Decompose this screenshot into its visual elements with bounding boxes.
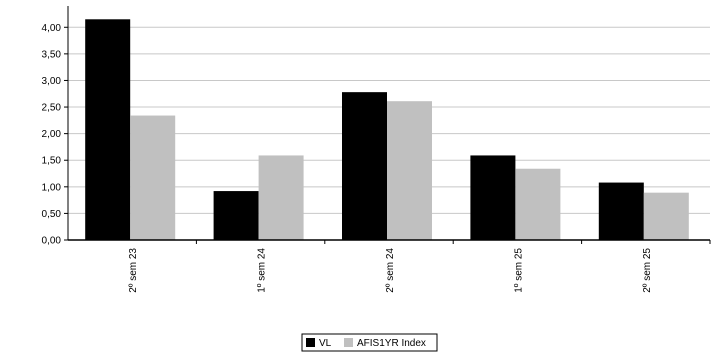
y-tick-label: 4,00 bbox=[42, 23, 62, 34]
bar-afis1yr-index bbox=[643, 192, 689, 240]
bar-vl bbox=[213, 191, 259, 240]
x-tick-label: 2º sem 23 bbox=[128, 248, 139, 293]
legend-label-vl: VL bbox=[319, 338, 332, 349]
y-tick-label: 3,00 bbox=[42, 76, 62, 87]
bars bbox=[85, 19, 689, 241]
bar-afis1yr-index bbox=[130, 115, 176, 240]
legend-swatch-vl bbox=[306, 338, 315, 347]
bar-vl bbox=[85, 19, 131, 240]
x-tick-label: 2º sem 25 bbox=[642, 248, 653, 293]
legend-swatch-afis1yr-index bbox=[344, 338, 353, 347]
bar-afis1yr-index bbox=[515, 168, 561, 240]
y-tick-label: 1,00 bbox=[42, 182, 62, 193]
bar-afis1yr-index bbox=[387, 101, 432, 240]
bar-vl bbox=[598, 182, 644, 240]
bar-afis1yr-index bbox=[258, 155, 304, 240]
y-tick-label: 3,50 bbox=[42, 49, 62, 60]
x-tick-label: 1º sem 24 bbox=[257, 248, 268, 293]
x-tick-label: 1º sem 25 bbox=[513, 248, 524, 293]
bar-vl bbox=[342, 92, 387, 241]
y-tick-label: 2,50 bbox=[42, 103, 62, 114]
y-axis-ticks: 0,00 0,50 1,00 1,50 2,00 2,50 3,00 3,50 4,00 bbox=[42, 23, 68, 247]
legend-frame bbox=[301, 333, 438, 352]
legend-label-afis1yr-index: AFIS1YR Index bbox=[357, 338, 426, 349]
legend: VL AFIS1YR Index bbox=[301, 333, 438, 352]
y-tick-label: 0,50 bbox=[42, 209, 62, 220]
bar-vl bbox=[470, 155, 516, 240]
y-tick-label: 1,50 bbox=[42, 156, 62, 167]
x-tick-label: 2º sem 24 bbox=[385, 248, 396, 293]
y-tick-label: 2,00 bbox=[42, 129, 62, 140]
axes bbox=[67, 6, 710, 241]
y-tick-label: 0,00 bbox=[42, 236, 62, 247]
x-axis-ticks: 2º sem 23 1º sem 24 2º sem 24 1º sem 25 2º s… bbox=[128, 240, 711, 293]
